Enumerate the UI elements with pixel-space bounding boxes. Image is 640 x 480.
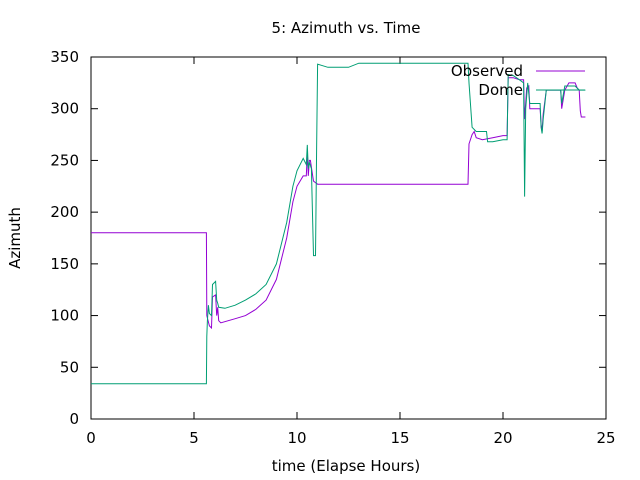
x-tick-label: 0 — [86, 429, 96, 447]
x-tick-label: 15 — [390, 429, 409, 447]
x-tick-label: 25 — [596, 429, 615, 447]
y-tick-label: 350 — [50, 48, 79, 66]
x-tick-label: 20 — [493, 429, 512, 447]
series-line-dome — [91, 62, 586, 385]
y-axis-label: Azimuth — [6, 207, 24, 269]
chart-title: 5: Azimuth vs. Time — [272, 19, 421, 37]
y-tick-label: 250 — [50, 151, 79, 169]
series-layer — [91, 62, 586, 385]
y-tick-label: 0 — [69, 410, 79, 428]
y-tick-label: 150 — [50, 255, 79, 273]
y-tick-label: 50 — [60, 358, 79, 376]
y-tick-label: 100 — [50, 307, 79, 325]
y-tick-label: 300 — [50, 100, 79, 118]
series-line-observed — [91, 77, 586, 330]
x-tick-label: 10 — [287, 429, 306, 447]
legend-label: Observed — [451, 62, 523, 80]
x-axis-label: time (Elapse Hours) — [272, 457, 420, 475]
x-tick-label: 5 — [189, 429, 199, 447]
plot-frame — [90, 56, 607, 420]
y-tick-label: 200 — [50, 203, 79, 221]
legend-label: Dome — [478, 81, 523, 99]
